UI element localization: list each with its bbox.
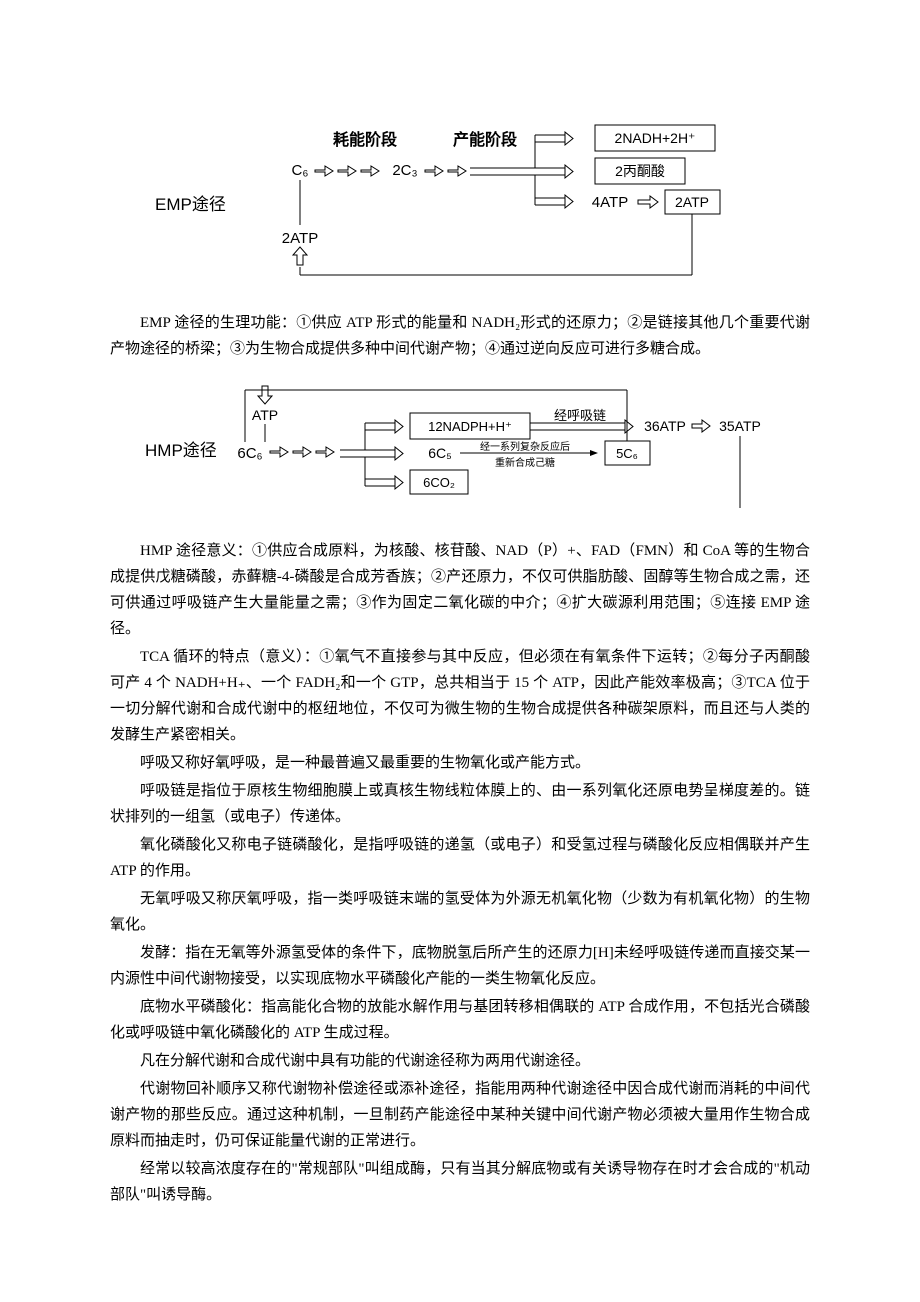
fermentation-paragraph: 发酵：指在无氧等外源氢受体的条件下，底物脱氢后所产生的还原力[H]未经呼吸链传递… xyxy=(110,940,810,992)
emp-nadh-text: 2NADH+2H⁺ xyxy=(615,130,696,146)
hmp-atp-in-arrow xyxy=(258,386,272,404)
emp-2atp-text: 2ATP xyxy=(675,194,709,210)
hmp-complex-note1: 经一系列复杂反应后 xyxy=(480,440,570,453)
hmp-5c6-text: 5C₆ xyxy=(616,446,638,461)
ox-phos-paragraph: 氧化磷酸化又称电子链磷酸化，是指呼吸链的递氢（或电子）和受氢过程与磷酸化反应相偶… xyxy=(110,832,810,884)
emp-2c3-node: 2C₃ xyxy=(392,162,417,179)
hmp-36-to-35-arrow xyxy=(692,420,710,432)
respiration-paragraph: 呼吸又称好氧呼吸，是一种最普遍又最重要的生物氧化或产能方式。 xyxy=(110,750,810,776)
hmp-6c6-arrows xyxy=(270,447,334,457)
hmp-6c5-node: 6C₅ xyxy=(428,445,452,461)
hmp-meaning-paragraph: HMP 途径意义：①供应合成原料，为核酸、核苷酸、NAD（P）+、FAD（FMN… xyxy=(110,538,810,642)
hmp-36atp-text: 36ATP xyxy=(644,418,686,434)
emp-c6-node: C₆ xyxy=(292,162,309,179)
emp-c6-to-c3-arrows xyxy=(315,166,379,176)
emp-pyruvate-text: 2丙酮酸 xyxy=(615,163,665,179)
emp-pathway-diagram: 耗能阶段 产能阶段 EMP途径 C₆ 2C₃ 2NA xyxy=(150,120,770,290)
hmp-via-chain-text: 经呼吸链 xyxy=(554,408,606,423)
emp-pathway-label: EMP途径 xyxy=(155,195,226,214)
emp-stage1-label: 耗能阶段 xyxy=(333,130,398,149)
hmp-35atp-text: 35ATP xyxy=(719,418,761,434)
emp-4atp-text: 4ATP xyxy=(592,194,628,211)
emp-function-paragraph: EMP 途径的生理功能：①供应 ATP 形式的能量和 NADH₂形式的还原力；②… xyxy=(110,310,810,362)
tca-paragraph: TCA 循环的特点（意义）：①氧气不直接参与其中反应，但必须在有氧条件下运转；②… xyxy=(110,644,810,748)
hmp-nadph-text: 12NADPH+H⁺ xyxy=(428,419,512,434)
emp-stage2-label: 产能阶段 xyxy=(453,130,518,149)
anaplerotic-paragraph: 代谢物回补顺序又称代谢物补偿途径或添补途径，指能用两种代谢途径中因合成代谢而消耗… xyxy=(110,1076,810,1154)
hmp-atp-text: ATP xyxy=(252,407,278,423)
emp-feedback-line xyxy=(300,214,692,275)
emp-atp-up-arrow xyxy=(293,247,307,265)
hmp-complex-note2: 重新合成己糖 xyxy=(495,456,555,469)
amphibolic-paragraph: 凡在分解代谢和合成代谢中具有功能的代谢途径称为两用代谢途径。 xyxy=(110,1048,810,1074)
resp-chain-paragraph: 呼吸链是指位于原核生物细胞膜上或真核生物线粒体膜上的、由一系列氧化还原电势呈梯度… xyxy=(110,778,810,830)
hmp-co2-text: 6CO₂ xyxy=(423,475,455,490)
constitutive-paragraph: 经常以较高浓度存在的"常规部队"叫组成酶，只有当其分解底物或有关诱导物存在时才会… xyxy=(110,1156,810,1208)
substrate-phos-paragraph: 底物水平磷酸化：指高能化合物的放能水解作用与基团转移相偶联的 ATP 合成作用，… xyxy=(110,994,810,1046)
hmp-pathway-label: HMP途径 xyxy=(145,441,217,460)
emp-c3-to-bracket-arrows xyxy=(425,166,466,176)
hmp-pathway-diagram: HMP途径 ATP 6C₆ 12NADPH+H⁺ 6C₅ 6CO₂ 经呼吸链 xyxy=(140,378,780,518)
hmp-6c6-node: 6C₆ xyxy=(237,445,262,462)
anaerobic-paragraph: 无氧呼吸又称厌氧呼吸，指一类呼吸链末端的氢受体为外源无机氧化物（少数为有机氧化物… xyxy=(110,886,810,938)
emp-4atp-to-2atp-arrow xyxy=(638,196,658,208)
emp-2atp-in-text: 2ATP xyxy=(282,230,318,247)
hmp-output-bracket xyxy=(340,420,403,489)
